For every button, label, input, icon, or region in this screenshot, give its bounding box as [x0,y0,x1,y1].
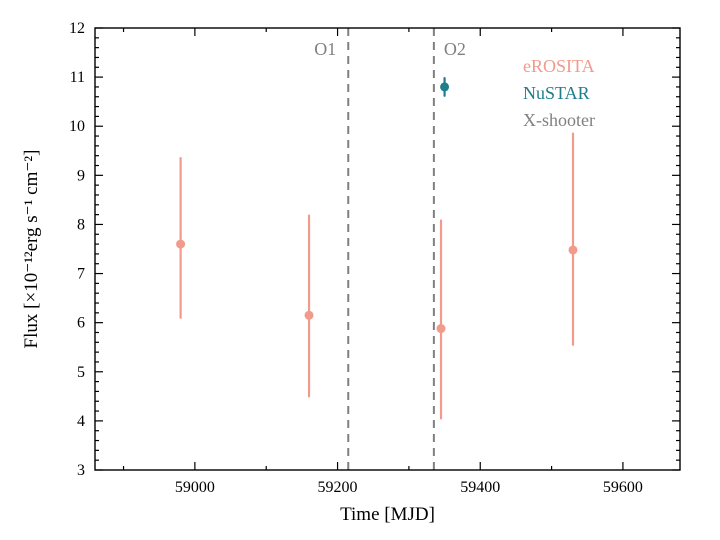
y-tick-label: 8 [77,216,85,233]
y-tick-label: 9 [77,167,85,184]
x-tick-label: 59000 [175,479,215,496]
x-axis-label: Time [MJD] [340,504,435,525]
erosita-point [305,311,314,320]
y-tick-label: 4 [77,413,85,430]
x-tick-label: 59400 [460,479,500,496]
xshooter-epoch-label: O2 [444,39,466,59]
y-tick-label: 6 [77,315,85,332]
y-tick-label: 12 [69,20,85,37]
legend-item: X-shooter [523,110,595,130]
erosita-point [568,245,577,254]
y-tick-label: 10 [69,118,85,135]
flux-time-chart: O1 O2 59000 59200 59400 59600 3 4 5 6 7 8 9 10 11 12 Tim… [0,0,720,540]
nustar-point [440,82,449,91]
erosita-point [437,324,446,333]
legend-item: eROSITA [523,56,595,76]
y-tick-label: 5 [77,364,85,381]
x-tick-label: 59600 [603,479,643,496]
y-tick-label: 11 [70,69,85,86]
xshooter-epoch-label: O1 [314,39,336,59]
y-tick-label: 7 [77,266,85,283]
legend-item: NuSTAR [523,83,590,103]
chart-svg: O1 O2 59000 59200 59400 59600 3 4 5 6 7 8 9 10 11 12 Tim… [0,0,720,540]
y-axis-label: Flux [×10⁻¹²erg s⁻¹ cm⁻²] [21,150,42,349]
x-tick-label: 59200 [318,479,358,496]
y-tick-label: 3 [77,462,85,479]
erosita-point [176,240,185,249]
